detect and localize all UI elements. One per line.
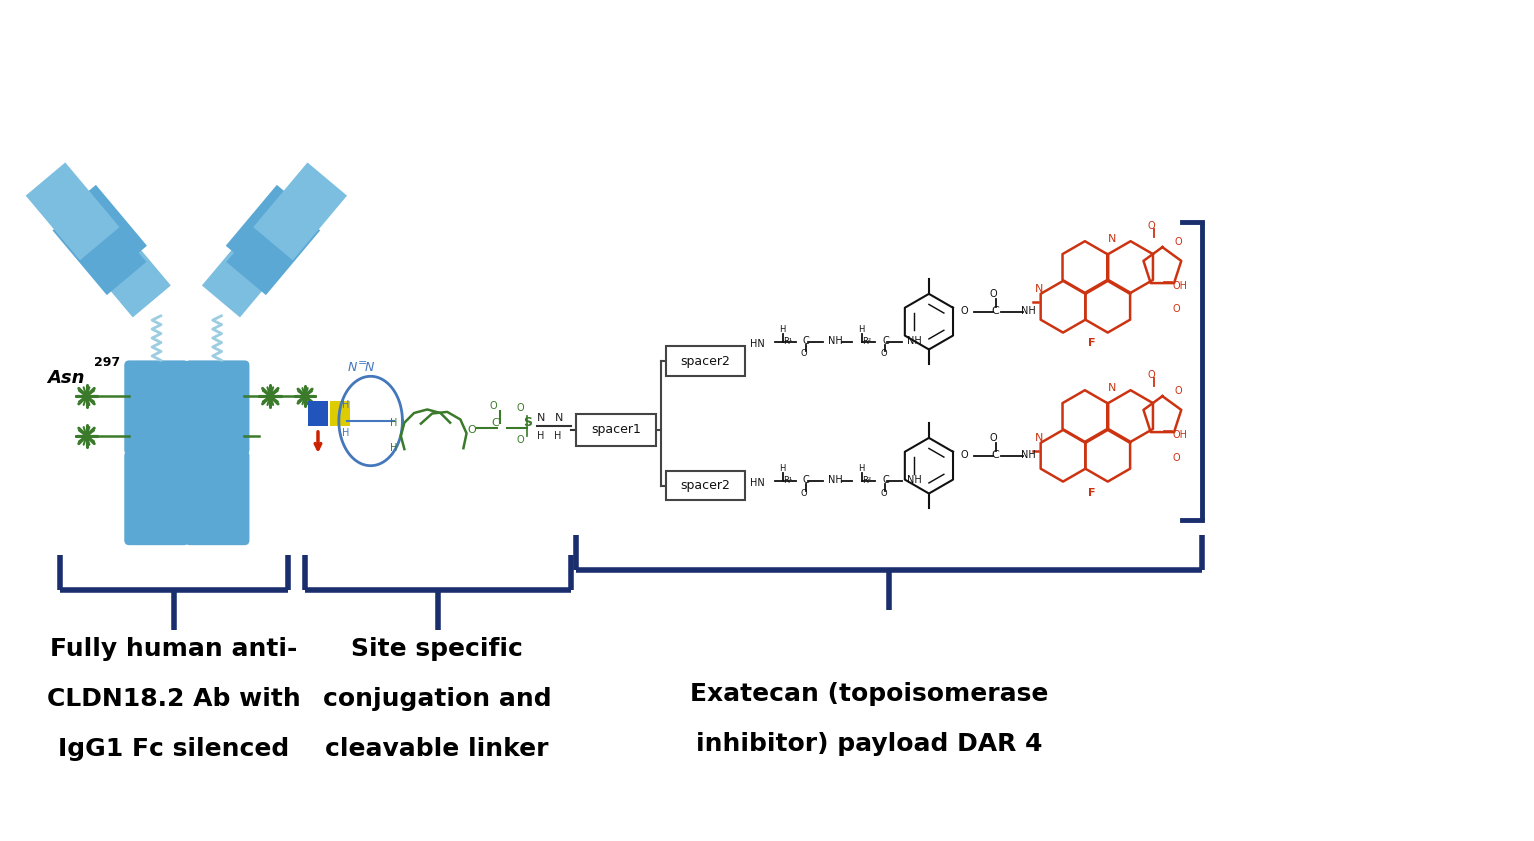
Text: C: C [802, 336, 810, 346]
Text: O: O [1175, 237, 1181, 247]
Text: Fully human anti-: Fully human anti- [51, 637, 298, 662]
Circle shape [267, 393, 273, 399]
Text: O: O [1147, 370, 1155, 380]
Text: O: O [989, 288, 997, 299]
Text: S: S [523, 416, 532, 429]
Text: OH: OH [1172, 281, 1187, 291]
Text: H: H [390, 418, 397, 428]
Text: O: O [960, 450, 968, 460]
Text: C: C [492, 418, 500, 428]
Text: O: O [801, 489, 807, 498]
Text: O: O [801, 349, 807, 358]
Bar [666, 471, 746, 500]
Text: H: H [554, 431, 561, 441]
Text: O: O [1172, 304, 1180, 314]
Text: H: H [779, 325, 785, 334]
Text: Site specific: Site specific [351, 637, 523, 662]
Polygon shape [58, 185, 147, 278]
Text: C: C [802, 474, 810, 484]
Text: O: O [1175, 386, 1181, 396]
Polygon shape [202, 225, 291, 317]
Bar [577, 414, 655, 446]
Text: =: = [357, 358, 367, 368]
Bar [308, 401, 328, 426]
Text: O: O [466, 425, 476, 435]
Text: N: N [537, 413, 545, 423]
Text: C: C [991, 306, 999, 315]
Text: C: C [882, 474, 890, 484]
Text: inhibitor) payload DAR 4: inhibitor) payload DAR 4 [696, 732, 1043, 756]
Text: F: F [1088, 338, 1095, 348]
Polygon shape [26, 162, 120, 261]
FancyBboxPatch shape [186, 361, 250, 455]
Text: NH: NH [1022, 306, 1035, 315]
Text: C: C [882, 336, 890, 346]
Text: H: H [342, 428, 350, 438]
Polygon shape [227, 198, 321, 295]
Circle shape [302, 394, 308, 399]
Text: N: N [554, 413, 563, 423]
Text: O: O [881, 489, 887, 498]
Polygon shape [52, 198, 146, 295]
FancyBboxPatch shape [186, 451, 250, 545]
Text: NH: NH [1022, 450, 1035, 460]
Text: N: N [348, 362, 357, 374]
FancyBboxPatch shape [124, 361, 189, 455]
Text: HN: HN [750, 339, 765, 348]
Text: spacer1: spacer1 [591, 423, 641, 436]
Text: conjugation and: conjugation and [322, 687, 552, 711]
Text: HN: HN [750, 478, 765, 488]
Bar [666, 346, 746, 376]
Text: H: H [342, 400, 350, 410]
Text: O: O [1147, 221, 1155, 231]
Text: N: N [1108, 383, 1117, 394]
Text: NH: NH [907, 336, 922, 346]
Text: NH: NH [828, 474, 842, 484]
Text: OH: OH [1172, 430, 1187, 440]
Text: N: N [1108, 234, 1117, 244]
Text: cleavable linker: cleavable linker [325, 737, 549, 761]
Polygon shape [253, 162, 347, 261]
Text: Asn: Asn [48, 369, 84, 387]
FancyBboxPatch shape [124, 451, 189, 545]
Text: H: H [859, 325, 865, 334]
Text: spacer2: spacer2 [681, 479, 730, 492]
Text: Exatecan (topoisomerase: Exatecan (topoisomerase [690, 682, 1049, 706]
Text: F: F [1088, 488, 1095, 498]
Polygon shape [81, 225, 170, 317]
Circle shape [83, 393, 91, 399]
Text: O: O [881, 349, 887, 358]
Text: H: H [779, 463, 785, 473]
Text: O: O [517, 435, 525, 445]
Text: R²: R² [862, 476, 871, 484]
Text: NH: NH [907, 474, 922, 484]
Text: R²: R² [862, 336, 871, 346]
Text: C: C [991, 450, 999, 460]
Text: H: H [537, 431, 545, 441]
Polygon shape [225, 185, 314, 278]
Bar [330, 401, 350, 426]
Text: N: N [1035, 284, 1043, 294]
Text: spacer2: spacer2 [681, 355, 730, 368]
Text: N: N [1035, 433, 1043, 443]
Text: N: N [365, 362, 374, 374]
Text: 297: 297 [95, 357, 121, 369]
Text: IgG1 Fc silenced: IgG1 Fc silenced [58, 737, 290, 761]
Text: O: O [960, 306, 968, 315]
Text: CLDN18.2 Ab with: CLDN18.2 Ab with [48, 687, 301, 711]
Text: O: O [989, 433, 997, 443]
Text: O: O [1172, 452, 1180, 463]
Circle shape [83, 432, 91, 439]
Text: R¹: R¹ [782, 476, 792, 484]
Text: NH: NH [828, 336, 842, 346]
Text: O: O [517, 403, 525, 413]
Text: H: H [859, 463, 865, 473]
Text: H: H [390, 443, 397, 452]
Text: O: O [489, 401, 497, 411]
Text: R¹: R¹ [782, 336, 792, 346]
